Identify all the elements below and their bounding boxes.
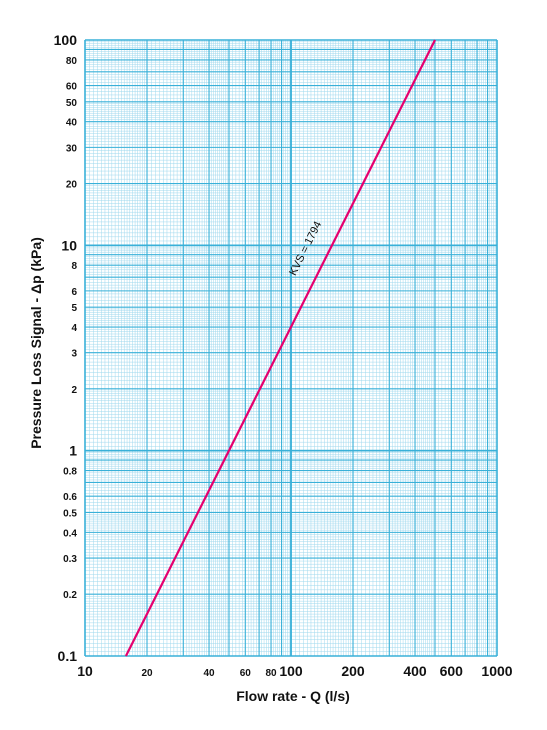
y-tick-label: 5	[71, 303, 77, 314]
x-tick-label: 1000	[481, 663, 512, 679]
y-tick-label: 50	[66, 98, 78, 109]
y-tick-label: 4	[71, 323, 77, 334]
y-tick-label: 20	[66, 180, 78, 191]
x-tick-label: 600	[440, 663, 464, 679]
y-tick-label: 6	[71, 287, 77, 298]
y-tick-label: 1	[69, 443, 77, 459]
x-tick-label: 20	[141, 668, 153, 679]
y-tick-label: 30	[66, 143, 78, 154]
x-tick-label: 200	[341, 663, 365, 679]
x-tick-label: 400	[403, 663, 427, 679]
grid-major	[84, 39, 498, 657]
y-tick-label: 0.3	[63, 554, 77, 565]
y-tick-label: 80	[66, 56, 78, 67]
x-tick-label: 60	[240, 668, 252, 679]
y-tick-label: 0.2	[63, 590, 77, 601]
y-tick-label: 100	[54, 32, 78, 48]
y-tick-label: 8	[71, 261, 77, 272]
x-tick-label: 100	[279, 663, 303, 679]
y-axis-title: Pressure Loss Signal - Δp (kPa)	[28, 237, 44, 449]
y-tick-label: 0.8	[63, 467, 77, 478]
series-layer	[124, 39, 436, 657]
y-tick-label: 3	[71, 349, 77, 360]
y-tick-label: 0.6	[63, 492, 77, 503]
y-tick-label: 0.5	[63, 508, 77, 519]
y-tick-label: 2	[71, 385, 77, 396]
y-tick-label: 0.4	[63, 528, 77, 539]
x-axis-title: Flow rate - Q (l/s)	[236, 688, 350, 704]
x-tick-label: 40	[203, 668, 215, 679]
x-tick-labels: 10 20 40 60 80 100 200 400 600 1000	[77, 663, 513, 679]
x-tick-label: 10	[77, 663, 93, 679]
series-annotation: KVS = 1794	[287, 219, 324, 277]
y-tick-labels: 0.1 0.2 0.3 0.4 0.5 0.6 0.8 1 2 3 4 5 6 8 10 20 30 40 50 60…	[54, 32, 78, 664]
y-tick-label: 10	[61, 237, 77, 253]
y-tick-label: 40	[66, 118, 78, 129]
y-tick-label: 0.1	[58, 648, 78, 664]
x-tick-label: 80	[265, 668, 277, 679]
y-tick-label: 60	[66, 82, 78, 93]
series-line-0	[124, 39, 436, 657]
